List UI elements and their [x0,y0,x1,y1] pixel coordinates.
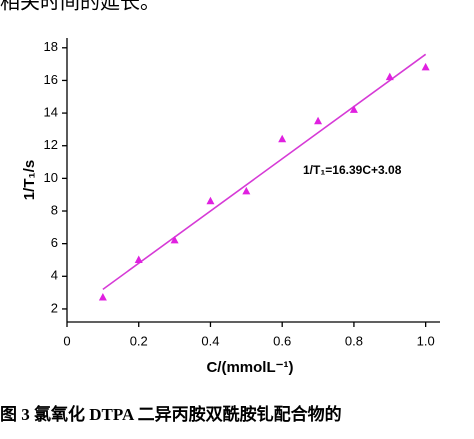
data-point [98,293,107,301]
y-tick-label: 4 [51,268,58,283]
x-axis-label: C/(mmolL⁻¹) [206,359,293,376]
data-point [170,235,179,244]
y-tick-label: 2 [51,300,58,315]
data-point [134,255,143,263]
data-point [314,116,323,125]
x-tick-label: 0 [63,333,70,348]
data-point [206,196,215,205]
annotation: 1/T₁=16.39C+3.08 [303,163,402,177]
y-tick-label: 16 [44,72,58,87]
data-point [242,186,251,195]
x-tick-label: 0.2 [130,333,148,348]
y-tick-label: 6 [51,235,58,250]
x-tick-label: 0.8 [345,333,363,348]
y-tick-label: 12 [44,137,58,152]
y-tick-label: 14 [44,105,58,120]
data-point [421,62,430,71]
data-point [349,105,358,113]
x-tick-label: 1.0 [417,333,435,348]
data-point [385,72,394,81]
caption: 图 3 氯氧化 DTPA 二异丙胺双酰胺钆配合物的 [0,404,342,424]
fit-line [102,53,427,291]
data-point [278,134,287,143]
x-tick-label: 0.4 [201,333,219,348]
y-axis-label: 1/T₁/s [21,160,38,200]
y-tick-label: 8 [51,202,58,217]
y-tick-label: 18 [44,39,58,54]
y-tick-label: 10 [44,170,58,185]
header-text: 相关时间的延长。 [0,0,160,14]
x-tick-label: 0.6 [273,333,291,348]
